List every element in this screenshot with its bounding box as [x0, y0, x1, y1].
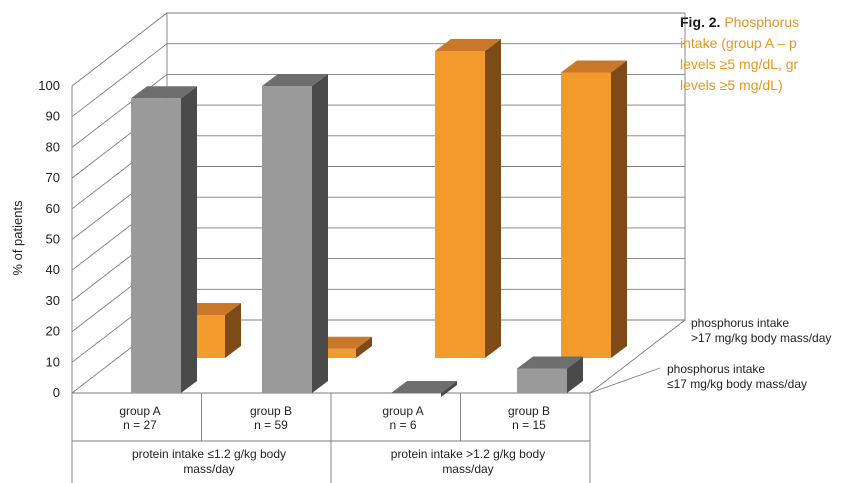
- category-label-1-line1: group A: [119, 404, 160, 418]
- bar-top-face: [561, 60, 627, 73]
- bar-front-face: [306, 348, 356, 358]
- bar-series2-4: [561, 60, 627, 359]
- y-tick-label: 0: [53, 385, 60, 400]
- y-tick-label: 30: [46, 293, 60, 308]
- caption-line-4: levels ≥5 mg/dL): [680, 77, 783, 93]
- group-label-1-line1: protein intake ≤1.2 g/kg body: [132, 447, 286, 461]
- y-tick-label: 70: [46, 170, 60, 185]
- bar-front-face: [435, 51, 485, 358]
- category-label-3-line1: group A: [382, 404, 423, 418]
- group-label-1-line2: mass/day: [183, 462, 234, 476]
- legend-label-back-line2: >17 mg/kg body mass/day: [691, 331, 831, 345]
- bar-series1-3-top: [391, 381, 457, 393]
- bar-side-face: [611, 60, 627, 359]
- bar-series1-1-front: [131, 98, 181, 393]
- bar-series1-1: [131, 86, 197, 393]
- category-label-2-line1: group B: [250, 404, 292, 418]
- y-tick-label: 20: [46, 324, 60, 339]
- y-tick-label: 90: [46, 109, 60, 124]
- bar-series1-4: [517, 356, 583, 393]
- bar-series1-4-side: [567, 356, 583, 393]
- y-tick-label: 40: [46, 262, 60, 277]
- group-label-2-line2: mass/day: [442, 462, 493, 476]
- y-axis-title: % of patients: [10, 200, 25, 276]
- bar-series1-2-top: [262, 74, 328, 86]
- y-tick-label: 50: [46, 232, 60, 247]
- bar-series2-3: [435, 39, 501, 358]
- category-label-4-line2: n = 15: [512, 418, 546, 432]
- legend-label-front-line2: ≤17 mg/kg body mass/day: [667, 377, 807, 391]
- category-label-2-line2: n = 59: [254, 418, 288, 432]
- bar-series1-4-front: [517, 368, 567, 393]
- bar-series1-2: [262, 74, 328, 393]
- y-tick-label: 60: [46, 201, 60, 216]
- category-label-4-line1: group B: [508, 404, 550, 418]
- caption-line-3: levels ≥5 mg/dL, gr: [680, 56, 799, 72]
- bar-front-face: [561, 72, 611, 359]
- caption-line-1: Fig. 2. Phosphorus: [680, 12, 868, 33]
- bar-series1-2-front: [262, 86, 312, 393]
- front-series-bars: [131, 74, 583, 397]
- bar-top-face: [435, 39, 501, 51]
- back-series-bars: [175, 39, 627, 359]
- group-label-2-line1: protein intake >1.2 g/kg body: [391, 447, 545, 461]
- caption-fig-label: Fig. 2.: [680, 14, 721, 30]
- bar-series1-4-top: [517, 356, 583, 369]
- figure-caption: Fig. 2. Phosphorus intake (group A – p l…: [680, 12, 868, 96]
- bar-side-face: [356, 336, 372, 358]
- legend-connector-back: [682, 319, 686, 323]
- bar-series1-3-side: [441, 381, 457, 397]
- caption-line-2: intake (group A – p: [680, 35, 797, 51]
- bar-side-face: [225, 303, 241, 358]
- y-tick-label: 80: [46, 139, 60, 154]
- bar-series1-3: [391, 381, 457, 397]
- bar-series1-1-side: [181, 86, 197, 393]
- bar-side-face: [485, 39, 501, 358]
- y-tick-label: 10: [46, 354, 60, 369]
- legend-label-front-line1: phosphorus intake: [667, 362, 765, 376]
- legend-label-back-line1: phosphorus intake: [691, 316, 789, 330]
- y-tick-label: 100: [38, 78, 60, 93]
- axis-layer: 0 10 20 30 40 50 60 70 80 90 100: [38, 78, 686, 483]
- floor-right-edge: [589, 319, 686, 394]
- legend-connector-front: [589, 367, 661, 394]
- bar-series1-2-side: [312, 74, 328, 393]
- bar-series1-1-top: [131, 86, 197, 99]
- category-label-1-line2: n = 27: [123, 418, 157, 432]
- caption-text-1: Phosphorus: [724, 14, 800, 30]
- category-label-3-line2: n = 6: [389, 418, 416, 432]
